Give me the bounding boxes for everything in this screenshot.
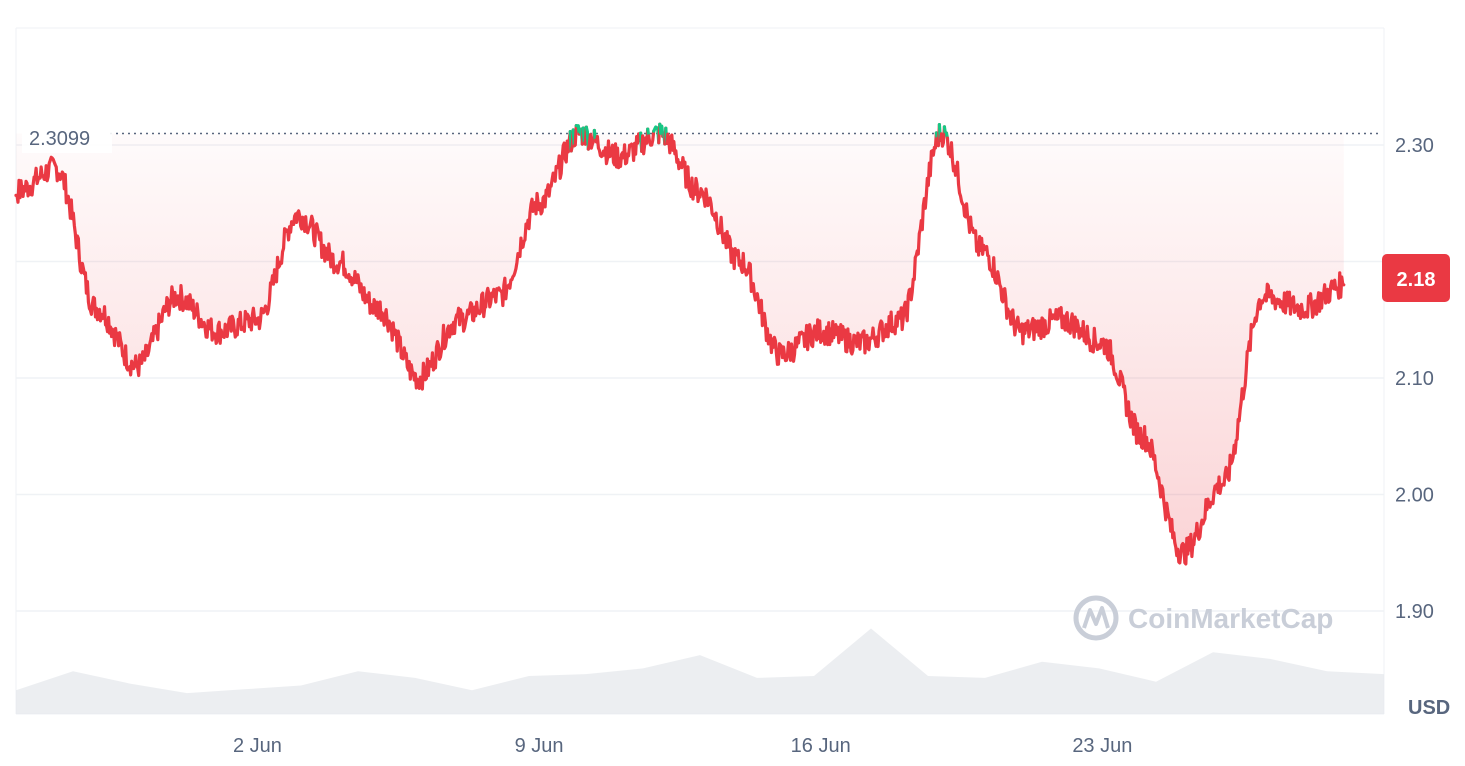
y-tick-label: 1.90 — [1395, 601, 1434, 623]
price-line-below — [938, 125, 947, 148]
price-line-below — [14, 130, 572, 391]
current-price-badge: 2.18 — [1382, 254, 1450, 302]
y-tick-label: 2.30 — [1395, 135, 1434, 157]
reference-value-label: 2.3099 — [29, 128, 90, 150]
price-line-above — [592, 128, 597, 142]
currency-unit: USD — [1408, 697, 1450, 719]
y-tick-label: 2.10 — [1395, 368, 1434, 390]
price-line-above — [574, 124, 581, 136]
watermark: CoinMarketCap — [1073, 595, 1333, 641]
y-axis: 1.90 2.00 2.10 2.30 — [1395, 135, 1434, 623]
price-line-below — [593, 131, 643, 170]
price-line-below — [945, 136, 1346, 566]
volume-area — [16, 628, 1384, 714]
reference-label-group: 2.3099 — [22, 123, 112, 153]
coinmarketcap-logo-mark — [1082, 606, 1110, 629]
below-reference-fill — [16, 133, 1344, 564]
price-line-below — [647, 129, 656, 147]
coinmarketcap-logo-icon — [1073, 595, 1119, 641]
price-area — [16, 133, 1344, 564]
x-tick-label: 2 Jun — [233, 735, 282, 757]
x-tick-label: 16 Jun — [791, 735, 851, 757]
watermark-text: CoinMarketCap — [1128, 603, 1333, 634]
x-axis: 2 Jun 9 Jun 16 Jun 23 Jun — [233, 735, 1132, 757]
current-price-badge-bg — [1382, 254, 1450, 302]
price-line-below — [572, 124, 578, 148]
price-line-below — [665, 131, 938, 366]
y-tick-label: 2.00 — [1395, 485, 1434, 507]
price-line-below — [640, 127, 650, 156]
x-tick-label: 23 Jun — [1072, 735, 1132, 757]
x-tick-label: 9 Jun — [515, 735, 564, 757]
price-line-above — [658, 122, 665, 138]
current-price-label: 2.18 — [1397, 269, 1436, 291]
price-line — [14, 122, 1346, 566]
price-line-below — [586, 128, 596, 151]
volume-fill — [16, 628, 1384, 714]
